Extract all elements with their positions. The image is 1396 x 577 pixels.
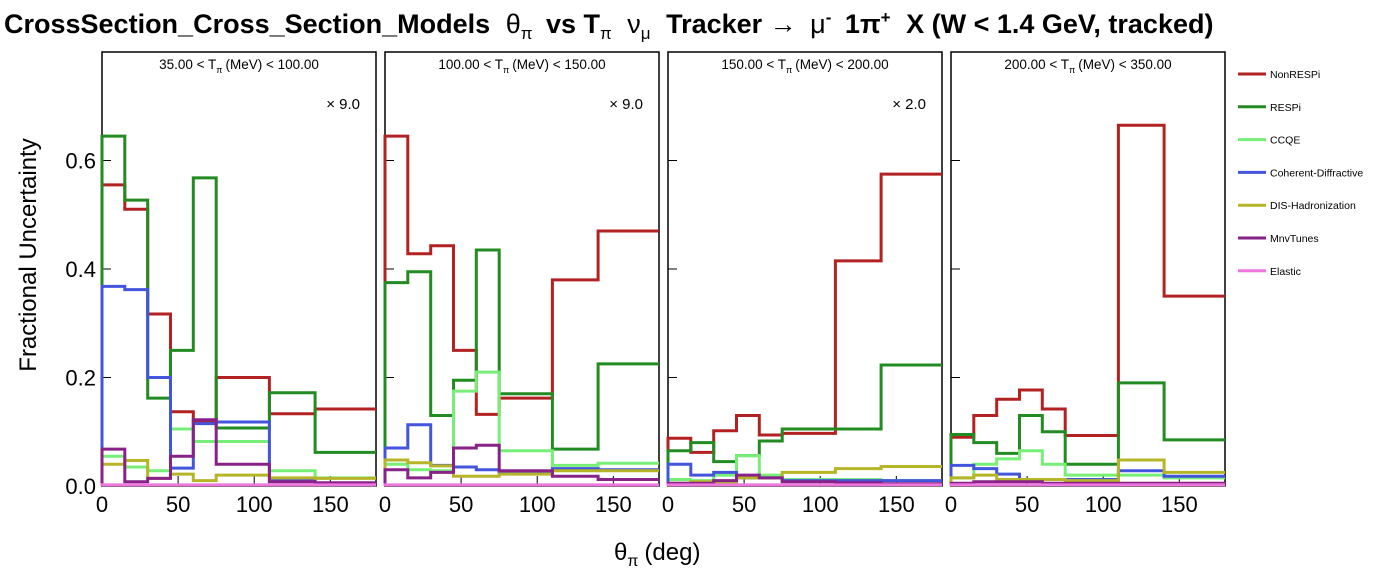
chart-legend: NonRESPi RESPi CCQE Coherent-Diffractive DIS…	[1238, 69, 1363, 278]
series-line-mnvtunes	[666, 473, 942, 486]
legend-item-ccqe: CCQE	[1238, 135, 1300, 147]
panel-3: 0 50 100 150 150.00 < Tπ (MeV) < 200.00 × 2.0	[662, 51, 943, 517]
panel-label: 35.00 < Tπ (MeV) < 100.00	[159, 57, 319, 75]
y-tick-label: 0.2	[65, 366, 96, 391]
legend-label: CCQE	[1270, 135, 1300, 147]
legend-item-elastic: Elastic	[1238, 266, 1301, 278]
panel-1: 0.0 0.2 0.4 0.6 0 50 100 150 35.00 < Tπ (MeV) < 1…	[65, 51, 377, 517]
x-tick-label: 150	[1161, 492, 1198, 517]
series-line-mnvtunes	[949, 480, 1225, 486]
x-tick-label: 100	[1085, 492, 1122, 517]
legend-item-dis-hadronization: DIS-Hadronization	[1238, 200, 1356, 212]
x-tick-label: 150	[878, 492, 915, 517]
panel-scale-factor: × 9.0	[609, 96, 643, 113]
series-line-dis-hadronization	[949, 458, 1225, 486]
legend-label: RESPi	[1270, 102, 1301, 114]
legend-label: DIS-Hadronization	[1270, 200, 1356, 212]
panel-frame	[384, 51, 660, 487]
x-tick-label: 100	[236, 492, 273, 517]
x-tick-label: 150	[312, 492, 349, 517]
panel-4: 0 50 100 150 200.00 < Tπ (MeV) < 350.00	[945, 51, 1226, 517]
panel-label: 200.00 < Tπ (MeV) < 350.00	[1004, 57, 1171, 75]
legend-label: NonRESPi	[1270, 69, 1320, 81]
legend-item-respi: RESPi	[1238, 102, 1301, 114]
series-line-mnvtunes	[383, 443, 659, 486]
panel-2: 0 50 100 150 100.00 < Tπ (MeV) < 150.00 × 9.0	[379, 51, 660, 517]
x-tick-label: 0	[379, 492, 391, 517]
legend-label: Coherent-Diffractive	[1270, 167, 1363, 179]
panel-frame	[667, 51, 943, 487]
series-line-elastic	[383, 483, 659, 487]
x-tick-label: 0	[662, 492, 674, 517]
series-line-ccqe	[383, 370, 659, 486]
x-tick-label: 100	[802, 492, 839, 517]
x-tick-label: 50	[449, 492, 473, 517]
series-line-nonrespi	[383, 134, 659, 486]
series-line-elastic	[949, 483, 1225, 487]
panel-scale-factor: × 2.0	[892, 96, 926, 113]
x-tick-label: 150	[595, 492, 632, 517]
x-tick-label: 0	[96, 492, 108, 517]
legend-item-mnvtunes: MnvTunes	[1238, 233, 1319, 245]
legend-label: MnvTunes	[1270, 233, 1319, 245]
series-line-coherent-diffractive	[383, 423, 659, 486]
x-tick-label: 50	[166, 492, 190, 517]
legend-item-nonrespi: NonRESPi	[1238, 69, 1320, 81]
legend-item-coherent-diffractive: Coherent-Diffractive	[1238, 167, 1363, 179]
panel-label: 150.00 < Tπ (MeV) < 200.00	[721, 57, 888, 75]
panel-frame	[950, 51, 1226, 487]
x-tick-label: 0	[945, 492, 957, 517]
chart-panels: 0.0 0.2 0.4 0.6 0 50 100 150 35.00 < Tπ (MeV) < 1…	[65, 51, 1226, 517]
y-tick-label: 0.0	[65, 474, 96, 499]
legend-label: Elastic	[1270, 266, 1301, 278]
y-tick-label: 0.4	[65, 257, 96, 282]
y-tick-label: 0.6	[65, 149, 96, 174]
series-line-respi	[949, 381, 1225, 486]
series-line-coherent-diffractive	[100, 284, 376, 486]
series-line-nonrespi	[949, 123, 1225, 486]
x-axis-label: θπ (deg)	[614, 539, 700, 570]
series-line-elastic	[100, 483, 376, 487]
series-line-ccqe	[949, 449, 1225, 486]
panel-scale-factor: × 9.0	[326, 96, 360, 113]
series-line-respi	[100, 134, 376, 486]
x-tick-label: 50	[1015, 492, 1039, 517]
panel-label: 100.00 < Tπ (MeV) < 150.00	[438, 57, 605, 75]
series-line-nonrespi	[666, 172, 942, 486]
series-line-mnvtunes	[100, 418, 376, 486]
y-axis-label: Fractional Uncertainty	[15, 138, 42, 371]
series-line-elastic	[666, 483, 942, 487]
chart-title: CrossSection_Cross_Section_Models θπ vs …	[4, 0, 1213, 45]
x-tick-label: 50	[732, 492, 756, 517]
x-tick-label: 100	[519, 492, 556, 517]
